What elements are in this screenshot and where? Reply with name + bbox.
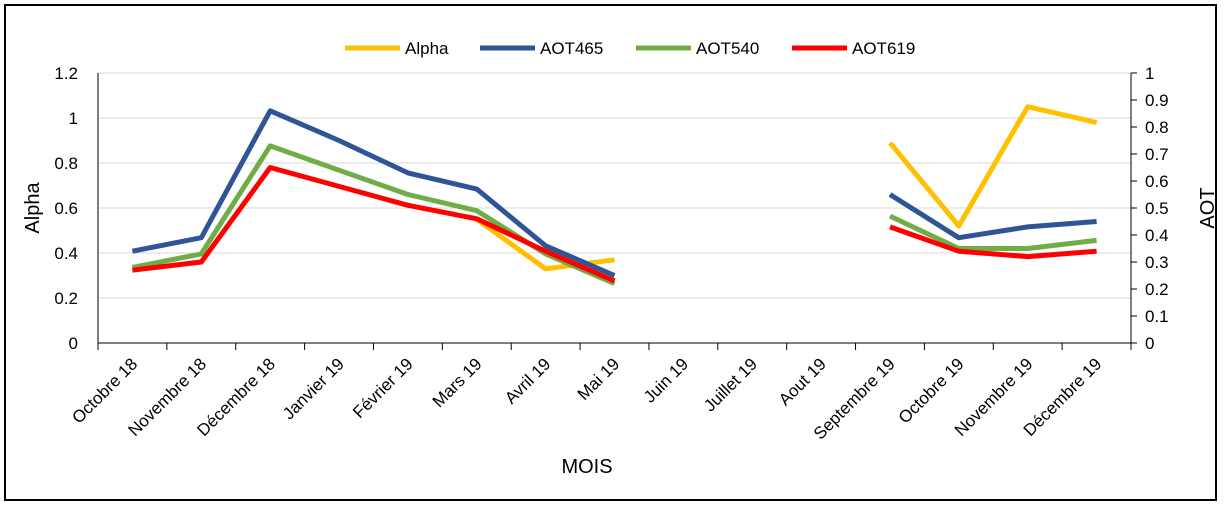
y2-tick-label: 0.5 (1145, 199, 1169, 218)
x-axis-title: MOIS (561, 456, 612, 478)
y2-tick-label: 0.8 (1145, 118, 1169, 137)
y-tick-label: 0 (69, 334, 78, 353)
legend: Alpha AOT465 AOT540 AOT619 (345, 39, 915, 58)
x-tick-label: Octobre 19 (895, 354, 968, 427)
y2-tick-label: 1 (1145, 64, 1154, 83)
x-tick-label: Février 19 (349, 354, 417, 422)
y2-axis-title: AOT (1197, 187, 1219, 228)
y2-tick-label: 0.1 (1145, 307, 1169, 326)
y2-tick-label: 0.4 (1145, 226, 1169, 245)
series-line-aot619 (132, 165, 616, 284)
x-tick-label: Juin 19 (640, 354, 692, 406)
series-line-aot540 (131, 143, 616, 286)
x-tick-label: Janvier 19 (279, 354, 348, 423)
y2-tick-label: 0.7 (1145, 145, 1169, 164)
x-tick-label: Avril 19 (501, 354, 554, 407)
legend-label-alpha: Alpha (405, 39, 449, 58)
series-line-aot619 (889, 224, 1097, 260)
series-line-aot540 (888, 213, 1097, 251)
x-tick-label: Mars 19 (429, 354, 486, 411)
y-tick-label: 1 (69, 109, 78, 128)
series-line-aot465 (888, 192, 1097, 241)
legend-label-aot619: AOT619 (852, 39, 915, 58)
y-tick-label: 0.4 (54, 244, 78, 263)
legend-label-aot465: AOT465 (540, 39, 603, 58)
series-line-alpha (475, 217, 615, 272)
y-axis-title: Alpha (22, 182, 44, 234)
x-tick-label: Aout 19 (775, 354, 830, 409)
x-tick-label: Octobre 18 (68, 354, 141, 427)
y-tick-label: 0.6 (54, 199, 78, 218)
y-tick-label: 0.2 (54, 289, 78, 308)
y-tick-label: 0.8 (54, 154, 78, 173)
series-line-alpha (888, 104, 1098, 229)
y2-tick-label: 0.3 (1145, 253, 1169, 272)
series-line-aot465 (131, 108, 616, 278)
y2-tick-label: 0.6 (1145, 172, 1169, 191)
y2-tick-label: 0 (1145, 334, 1154, 353)
x-tick-label: Juillet 19 (700, 354, 761, 415)
x-tick-label: Mai 19 (574, 354, 624, 404)
legend-label-aot540: AOT540 (696, 39, 759, 58)
y2-tick-label: 0.2 (1145, 280, 1169, 299)
series-lines (131, 104, 1098, 286)
y-tick-label: 1.2 (54, 64, 78, 83)
gridlines (98, 72, 1131, 299)
y2-tick-label: 0.9 (1145, 91, 1169, 110)
